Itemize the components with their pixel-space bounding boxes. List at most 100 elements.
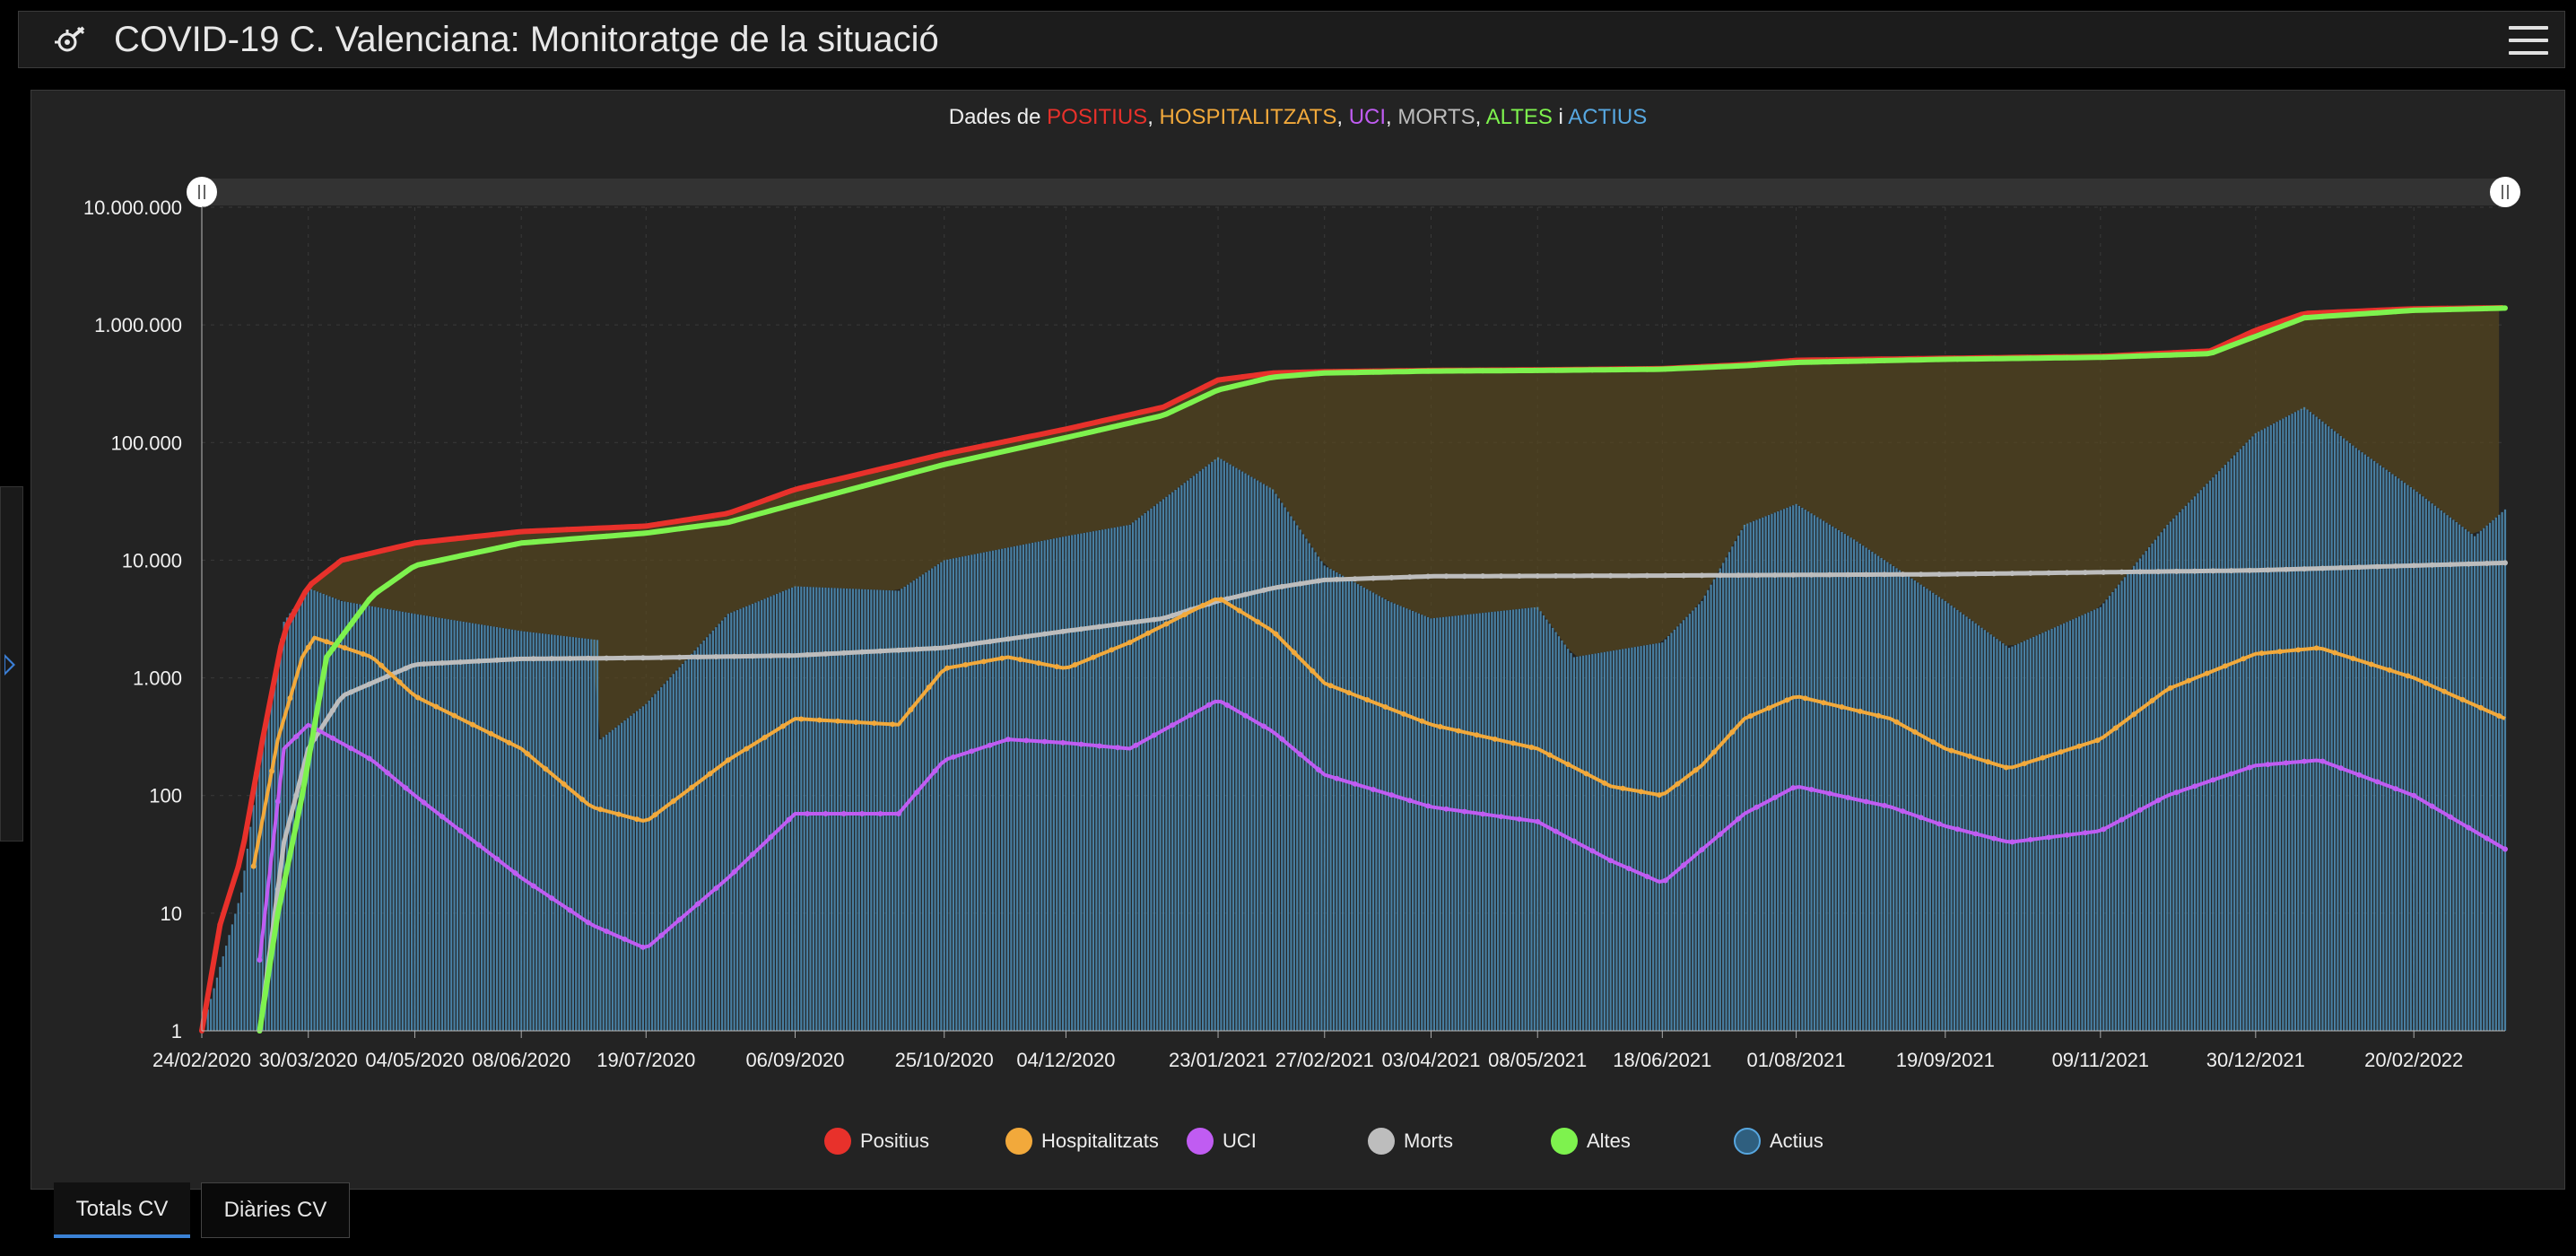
- actius-bar: [2190, 499, 2193, 1031]
- title-morts: MORTS: [1397, 105, 1475, 129]
- series-point-altes: [512, 541, 518, 547]
- series-point-altes: [840, 488, 847, 494]
- actius-bar: [2413, 489, 2415, 1031]
- actius-bar: [2376, 463, 2379, 1031]
- actius-bar: [246, 849, 248, 1031]
- tab-totals-cv[interactable]: Totals CV: [54, 1182, 190, 1238]
- actius-bar: [650, 697, 654, 1031]
- series-point-altes: [2484, 305, 2490, 311]
- chevron-right-icon: [4, 654, 15, 676]
- legend-label: Actius: [1770, 1130, 1823, 1152]
- actius-bar: [447, 619, 449, 1031]
- range-handle-left[interactable]: [187, 177, 217, 207]
- series-point-uci: [1589, 848, 1596, 854]
- actius-bar: [1832, 526, 1834, 1031]
- actius-bar: [1353, 582, 1356, 1031]
- series-point-uci: [895, 811, 901, 817]
- actius-bar: [1342, 575, 1345, 1031]
- actius-bar: [2333, 431, 2337, 1032]
- series-point-morts: [1480, 573, 1486, 580]
- actius-bar: [1356, 584, 1360, 1031]
- actius-bar: [943, 560, 945, 1031]
- series-point-altes: [1406, 369, 1413, 375]
- actius-bar: [1381, 597, 1384, 1031]
- actius-bar: [2269, 424, 2272, 1031]
- actius-bar: [1743, 524, 1746, 1031]
- actius-bar: [1992, 636, 1996, 1031]
- actius-bar: [1189, 478, 1192, 1031]
- actius-bar: [2206, 484, 2208, 1031]
- actius-bar: [1591, 654, 1594, 1031]
- range-handle-right[interactable]: [2490, 177, 2520, 207]
- actius-bar: [2398, 478, 2400, 1031]
- actius-bar: [571, 637, 574, 1031]
- actius-bar: [2017, 643, 2020, 1031]
- actius-bar: [1673, 629, 1675, 1031]
- series-point-uci: [2228, 771, 2234, 777]
- actius-bar: [1959, 612, 1962, 1031]
- actius-bar: [2221, 467, 2224, 1031]
- actius-bar: [444, 618, 447, 1031]
- actius-bar: [1397, 605, 1399, 1031]
- side-panel-toggle[interactable]: [0, 486, 23, 842]
- series-point-uci: [1790, 785, 1797, 791]
- series-point-hospitalitzats: [962, 661, 969, 667]
- actius-bar: [1788, 506, 1791, 1031]
- actius-bar: [316, 591, 319, 1031]
- actius-bar: [812, 587, 814, 1031]
- actius-bar: [243, 870, 246, 1031]
- actius-bar: [936, 563, 940, 1031]
- series-point-uci: [840, 811, 847, 817]
- actius-bar: [1058, 536, 1061, 1031]
- actius-bar: [1871, 552, 1874, 1031]
- actius-bar: [1734, 541, 1736, 1031]
- legend-dot: [1005, 1128, 1032, 1155]
- actius-bar: [836, 588, 840, 1031]
- series-point-hospitalitzats: [1675, 781, 1681, 787]
- actius-bar: [1216, 457, 1220, 1031]
- series-point-hospitalitzats: [1236, 607, 1242, 614]
- actius-bar: [1226, 462, 1229, 1031]
- actius-bar: [1497, 611, 1500, 1031]
- series-point-altes: [1535, 367, 1541, 373]
- actius-bar: [365, 605, 368, 1031]
- series-point-morts: [1334, 576, 1340, 582]
- series-point-positius: [254, 770, 260, 776]
- series-point-altes: [1826, 359, 1832, 365]
- series-point-positius: [344, 555, 351, 562]
- title-altes: ALTES: [1485, 105, 1553, 129]
- actius-bar: [398, 611, 401, 1031]
- actius-bar: [1128, 524, 1131, 1031]
- actius-bar: [1898, 570, 1902, 1031]
- series-point-uci: [1480, 811, 1486, 817]
- series-point-uci: [1096, 743, 1102, 749]
- actius-bar: [1642, 645, 1646, 1031]
- actius-bar: [2044, 631, 2047, 1031]
- actius-bar: [2354, 448, 2357, 1031]
- series-point-uci: [1060, 739, 1066, 746]
- actius-bar: [1652, 643, 1655, 1031]
- series-point-altes: [366, 597, 372, 603]
- series-point-uci: [694, 901, 701, 907]
- actius-bar: [1466, 614, 1469, 1031]
- actius-bar: [2023, 641, 2026, 1031]
- actius-bar: [921, 574, 925, 1031]
- series-point-uci: [932, 768, 938, 774]
- series-point-uci: [2137, 807, 2143, 813]
- actius-bar: [982, 552, 985, 1031]
- hamburger-menu-icon[interactable]: [2509, 21, 2548, 60]
- tab-diaries-cv[interactable]: Diàries CV: [201, 1182, 350, 1238]
- series-point-positius: [1075, 423, 1081, 430]
- series-point-uci: [1224, 702, 1231, 708]
- series-point-morts: [1991, 571, 1997, 577]
- series-point-altes: [969, 456, 975, 462]
- actius-bar: [2157, 536, 2160, 1031]
- actius-bar: [946, 559, 949, 1031]
- series-point-positius: [910, 458, 917, 465]
- actius-bar: [1272, 489, 1275, 1031]
- actius-bar: [1332, 571, 1336, 1031]
- series-point-hospitalitzats: [1546, 752, 1553, 758]
- actius-bar: [1618, 650, 1621, 1031]
- series-point-morts: [1242, 591, 1249, 597]
- actius-bar: [2035, 635, 2038, 1031]
